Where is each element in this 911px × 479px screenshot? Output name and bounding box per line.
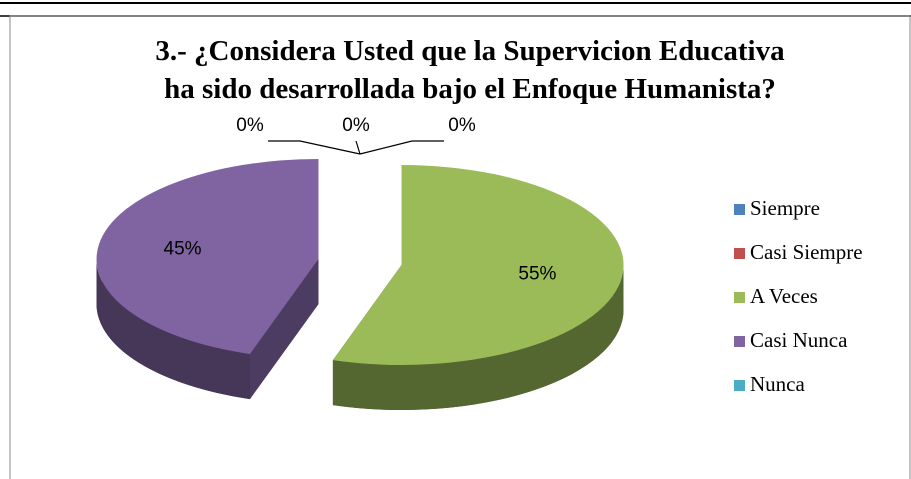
slice-wall — [332, 265, 624, 410]
legend-swatch — [734, 204, 745, 215]
legend-swatch — [734, 292, 745, 303]
legend: Siempre Casi Siempre A Veces Casi Nunca Nunc… — [734, 196, 863, 396]
chart-border — [9, 15, 911, 479]
slice-top — [96, 159, 319, 355]
data-label: 0% — [448, 115, 476, 136]
data-label: 55% — [518, 264, 556, 285]
legend-label: A Veces — [750, 284, 818, 308]
slice-wall — [96, 259, 250, 400]
data-label: 45% — [164, 238, 202, 259]
slice-face — [249, 259, 319, 400]
slice-top — [332, 165, 624, 365]
legend-label: Nunca — [750, 372, 805, 396]
pie-slice — [332, 165, 624, 410]
legend-swatch — [734, 336, 745, 347]
leader-line — [359, 140, 444, 155]
leader-line — [355, 140, 361, 155]
pie-slice — [96, 159, 319, 400]
pie — [96, 159, 624, 410]
chart-subtitle: ha sido desarrollada bajo el Enfoque Hum… — [164, 73, 776, 105]
data-labels: 0% 0% 55% 45% 0% — [164, 115, 557, 285]
legend-label: Casi Siempre — [750, 240, 863, 264]
chart-title: 3.- ¿Considera Usted que la Supervicion … — [155, 35, 785, 67]
leader-line — [268, 140, 361, 155]
legend-swatch — [734, 380, 745, 391]
legend-label: Casi Nunca — [750, 328, 848, 352]
legend-swatch — [734, 248, 745, 259]
data-label: 0% — [342, 115, 370, 136]
legend-label: Siempre — [750, 196, 820, 220]
data-label: 0% — [236, 115, 264, 136]
